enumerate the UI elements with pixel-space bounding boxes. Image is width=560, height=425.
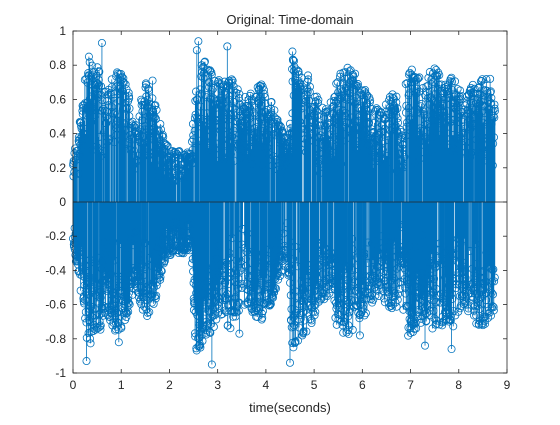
y-tick-label: 1 [59, 24, 66, 38]
x-tick-label: 4 [263, 378, 270, 392]
y-tick-label: -0.2 [45, 229, 66, 243]
x-tick-label: 1 [118, 378, 125, 392]
y-tick-label: -0.6 [45, 298, 66, 312]
x-tick-label: 9 [504, 378, 511, 392]
x-tick-label: 2 [166, 378, 173, 392]
x-tick-label: 6 [359, 378, 366, 392]
x-axis-label: time(seconds) [249, 400, 331, 415]
y-tick-label: -1 [55, 366, 66, 380]
y-tick-label: 0.8 [49, 58, 66, 72]
y-tick-label: 0 [59, 195, 66, 209]
y-tick-label: 0.2 [49, 161, 66, 175]
x-tick-label: 8 [455, 378, 462, 392]
y-tick-label: -0.4 [45, 263, 66, 277]
y-tick-label: -0.8 [45, 332, 66, 346]
x-tick-label: 0 [70, 378, 77, 392]
chart-title: Original: Time-domain [226, 12, 353, 27]
x-tick-label: 3 [214, 378, 221, 392]
x-tick-label: 5 [311, 378, 318, 392]
y-tick-label: 0.4 [49, 127, 66, 141]
y-tick-label: 0.6 [49, 92, 66, 106]
x-tick-label: 7 [407, 378, 414, 392]
